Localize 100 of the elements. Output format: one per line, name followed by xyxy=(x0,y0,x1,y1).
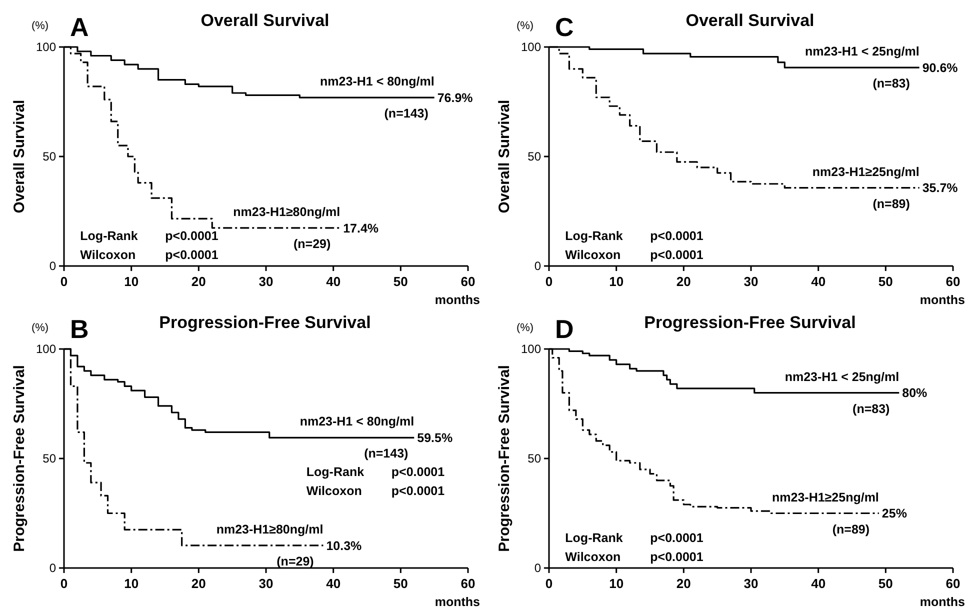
x-tick-label: 10 xyxy=(124,274,139,289)
series-label: nm23-H1 < 80ng/ml xyxy=(320,74,434,89)
x-tick-label: 30 xyxy=(744,274,758,289)
annotation: p<0.0001 xyxy=(650,229,704,243)
annotation: (n=143) xyxy=(384,106,428,121)
text: (%) xyxy=(516,20,534,32)
annotation: 25% xyxy=(882,506,907,521)
y-tick-label: 100 xyxy=(520,342,542,356)
y-tick-label: 50 xyxy=(42,452,56,466)
x-tick-label: 20 xyxy=(191,274,206,289)
x-tick-label: 20 xyxy=(676,274,691,289)
text: B xyxy=(70,314,89,344)
annotation: 10.3% xyxy=(326,538,362,553)
series-label: nm23-H1 < 25ng/ml xyxy=(784,370,900,384)
x-tick-label: 50 xyxy=(393,576,408,591)
x-tick-label: 40 xyxy=(326,576,341,591)
annotation: 17.4% xyxy=(343,221,379,236)
series-label: nm23-H1≥80ng/ml xyxy=(233,204,340,219)
x-tick-label: 0 xyxy=(545,274,553,289)
chart-title: Overall Survival xyxy=(200,11,330,30)
x-tick-label: 0 xyxy=(545,576,553,591)
x-tick-label: 20 xyxy=(191,576,206,591)
y-tick-label: 0 xyxy=(534,259,542,274)
chart-title: Overall Survival xyxy=(686,11,814,30)
x-axis-title: months xyxy=(920,595,966,609)
x-axis-title: months xyxy=(434,293,480,307)
y-tick-label: 0 xyxy=(49,259,56,274)
x-tick-label: 50 xyxy=(878,274,893,289)
annotation: (n=83) xyxy=(852,402,890,416)
series-label: nm23-H1 < 80ng/ml xyxy=(300,414,414,429)
annotation: Log-Rank xyxy=(565,229,623,243)
annotation: Wilcoxon xyxy=(80,248,136,262)
annotation: p<0.0001 xyxy=(391,484,445,498)
x-tick-label: 30 xyxy=(744,576,758,591)
x-tick-label: 0 xyxy=(60,576,68,591)
text: (%) xyxy=(516,322,534,334)
x-tick-label: 40 xyxy=(811,274,826,289)
x-tick-label: 50 xyxy=(393,274,408,289)
annotation: 90.6% xyxy=(922,60,958,75)
annotation: 80% xyxy=(902,386,928,400)
annotation: Wilcoxon xyxy=(565,248,621,262)
y-axis-title: Progression-Free Survival xyxy=(11,365,28,552)
annotation: Log-Rank xyxy=(565,531,623,545)
x-tick-label: 10 xyxy=(124,576,139,591)
annotation: p<0.0001 xyxy=(650,248,704,262)
annotation: p<0.0001 xyxy=(650,531,704,545)
x-tick-label: 60 xyxy=(460,576,476,591)
annotation: p<0.0001 xyxy=(165,229,218,243)
annotation: Log-Rank xyxy=(306,465,364,479)
series-label: nm23-H1 < 25ng/ml xyxy=(805,44,920,59)
annotation: Log-Rank xyxy=(80,229,138,243)
chart-title: Progression-Free Survival xyxy=(644,313,856,332)
x-tick-label: 60 xyxy=(946,576,960,591)
annotation: 76.9% xyxy=(437,90,473,105)
x-tick-label: 10 xyxy=(609,274,624,289)
annotation: 59.5% xyxy=(417,431,453,446)
y-tick-label: 0 xyxy=(49,561,56,576)
y-axis-title: Progression-Free Survival xyxy=(496,365,513,552)
annotation: (n=143) xyxy=(364,446,408,461)
y-tick-label: 50 xyxy=(42,150,56,164)
y-axis-title: Overall Survival xyxy=(496,100,513,214)
annotation: (n=89) xyxy=(872,196,910,211)
annotation: Wilcoxon xyxy=(565,550,621,564)
text: A xyxy=(70,12,89,42)
annotation: 35.7% xyxy=(922,181,958,196)
annotation: (n=89) xyxy=(832,522,870,536)
x-tick-label: 30 xyxy=(258,274,274,289)
x-axis-title: months xyxy=(434,595,480,609)
x-tick-label: 0 xyxy=(60,274,68,289)
annotation: p<0.0001 xyxy=(650,550,704,564)
y-tick-label: 50 xyxy=(528,452,542,466)
x-tick-label: 40 xyxy=(326,274,341,289)
x-tick-label: 50 xyxy=(878,576,893,591)
y-tick-label: 50 xyxy=(528,150,542,164)
x-tick-label: 40 xyxy=(811,576,826,591)
text: (%) xyxy=(31,20,49,32)
annotation: p<0.0001 xyxy=(165,248,218,262)
chart-title: Progression-Free Survival xyxy=(159,313,371,332)
x-tick-label: 20 xyxy=(676,576,691,591)
annotation: p<0.0001 xyxy=(391,465,445,479)
annotation: (n=29) xyxy=(276,554,314,568)
y-tick-label: 100 xyxy=(520,40,542,54)
text: (%) xyxy=(31,322,49,334)
x-tick-label: 30 xyxy=(258,576,274,591)
y-tick-label: 100 xyxy=(36,342,56,356)
annotation: Wilcoxon xyxy=(306,484,362,498)
text: C xyxy=(555,12,574,42)
x-tick-label: 60 xyxy=(460,274,476,289)
annotation: (n=83) xyxy=(872,76,910,91)
y-axis-title: Overall Survival xyxy=(11,100,28,214)
annotation: (n=29) xyxy=(293,236,331,251)
series-label: nm23-H1≥80ng/ml xyxy=(216,522,324,536)
x-tick-label: 60 xyxy=(946,274,960,289)
text: D xyxy=(555,314,574,344)
series-label: nm23-H1≥25ng/ml xyxy=(772,490,879,504)
y-tick-label: 0 xyxy=(534,561,542,576)
y-tick-label: 100 xyxy=(36,40,56,54)
series-label: nm23-H1≥25ng/ml xyxy=(812,164,920,179)
x-tick-label: 10 xyxy=(609,576,624,591)
x-axis-title: months xyxy=(920,293,966,307)
